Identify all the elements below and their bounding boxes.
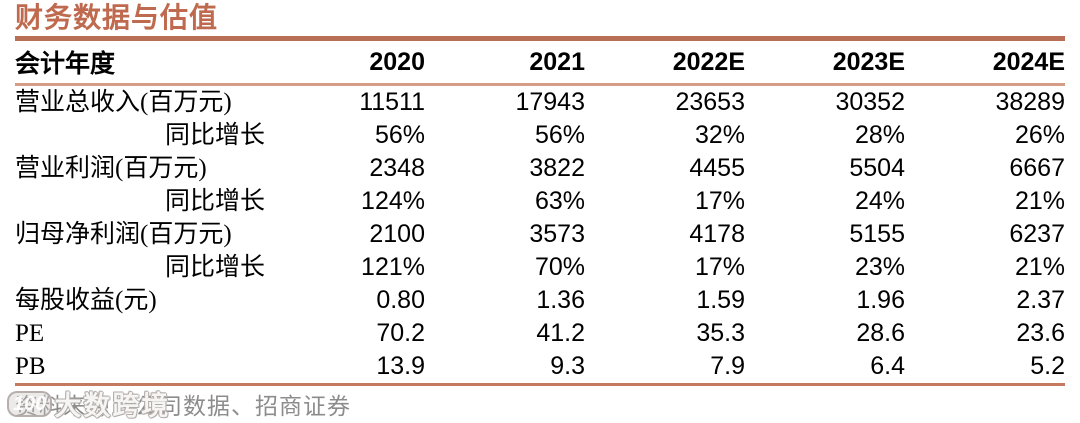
table-cell: 70.2 (376, 319, 425, 347)
table-row-pe: PE 70.2 41.2 35.3 28.6 23.6 (15, 317, 1065, 350)
table-cell: 3573 (529, 220, 585, 248)
table-cell: 4178 (689, 220, 745, 248)
table-cell: 23653 (675, 88, 745, 116)
column-header-2023e: 2023E (745, 36, 905, 86)
row-label: PB (15, 350, 265, 386)
table-cell: 32% (694, 121, 745, 149)
column-header-2020: 2020 (265, 36, 425, 86)
row-label: PE (15, 320, 45, 347)
table-cell: 13.9 (265, 350, 425, 386)
table-row-revenue-yoy-growth: 同比增长 56% 56% 32% 28% 26% (15, 119, 1065, 152)
row-label: 营业总收入(百万元) (15, 89, 232, 116)
table-cell: 63% (534, 187, 585, 215)
table-row-operating-profit-yoy-growth: 同比增长 124% 63% 17% 24% 21% (15, 185, 1065, 218)
table-cell: 28.6 (856, 319, 905, 347)
table-cell: 6667 (1009, 154, 1065, 182)
table-cell: 3822 (529, 154, 585, 182)
column-header-fiscal-year: 会计年度 (15, 36, 265, 86)
table-cell: 30352 (835, 88, 905, 116)
table-cell: 26% (1014, 121, 1065, 149)
table-row-total-revenue: 营业总收入(百万元) 11511 17943 23653 30352 38289 (15, 85, 1065, 120)
table-cell: 11511 (359, 88, 425, 116)
table-cell: 28% (854, 121, 905, 149)
table-cell: 2100 (369, 220, 425, 248)
row-label: 每股收益(元) (15, 287, 157, 314)
table-cell: 35.3 (696, 319, 745, 347)
row-label: 同比增长 (164, 188, 265, 215)
table-cell: 5155 (849, 220, 905, 248)
column-header-2024e: 2024E (905, 36, 1065, 86)
table-cell: 1.59 (696, 286, 745, 314)
financial-table: 会计年度 2020 2021 2022E 2023E 2024E 营业总收入(百… (15, 36, 1065, 386)
row-label: 同比增长 (164, 122, 265, 149)
table-cell: 2348 (369, 154, 425, 182)
data-source-note: 资料来源：公司数据、招商证券 (15, 393, 351, 419)
row-label: 归母净利润(百万元) (15, 221, 232, 248)
table-cell: 6237 (1009, 220, 1065, 248)
table-cell: 17% (694, 187, 745, 215)
table-cell: 56% (374, 121, 425, 149)
table-row-net-profit-yoy-growth: 同比增长 121% 70% 17% 23% 21% (15, 251, 1065, 284)
table-cell: 5504 (849, 154, 905, 182)
table-header-row: 会计年度 2020 2021 2022E 2023E 2024E (15, 36, 1065, 86)
table-cell: 2.37 (1016, 286, 1065, 314)
table-cell: 70% (534, 253, 585, 281)
table-cell: 121% (361, 253, 425, 281)
section-title: 财务数据与估值 (15, 3, 219, 34)
table-cell: 21% (1014, 187, 1065, 215)
column-header-2021: 2021 (425, 36, 585, 86)
table-cell: 17% (694, 253, 745, 281)
table-cell: 1.96 (856, 286, 905, 314)
table-cell: 6.4 (745, 350, 905, 386)
table-cell: 7.9 (585, 350, 745, 386)
table-cell: 24% (854, 187, 905, 215)
table-cell: 17943 (515, 88, 585, 116)
table-row-operating-profit: 营业利润(百万元) 2348 3822 4455 5504 6667 (15, 152, 1065, 185)
table-cell: 5.2 (905, 350, 1065, 386)
table-cell: 9.3 (425, 350, 585, 386)
table-cell: 23% (854, 253, 905, 281)
table-row-eps: 每股收益(元) 0.80 1.36 1.59 1.96 2.37 (15, 284, 1065, 317)
column-header-2022e: 2022E (585, 36, 745, 86)
table-cell: 38289 (995, 88, 1065, 116)
table-row-pb: PB 13.9 9.3 7.9 6.4 5.2 (15, 350, 1065, 386)
table-row-net-profit: 归母净利润(百万元) 2100 3573 4178 5155 6237 (15, 218, 1065, 251)
table-cell: 124% (361, 187, 425, 215)
table-cell: 1.36 (536, 286, 585, 314)
table-cell: 0.80 (376, 286, 425, 314)
table-cell: 41.2 (536, 319, 585, 347)
table-footer: 资料来源：公司数据、招商证券 100 大数跨境 (7, 386, 1065, 421)
row-label: 同比增长 (164, 254, 265, 281)
table-cell: 56% (534, 121, 585, 149)
row-label: 营业利润(百万元) (15, 155, 207, 182)
table-cell: 21% (1014, 253, 1065, 281)
table-cell: 4455 (689, 154, 745, 182)
table-cell: 23.6 (1016, 319, 1065, 347)
